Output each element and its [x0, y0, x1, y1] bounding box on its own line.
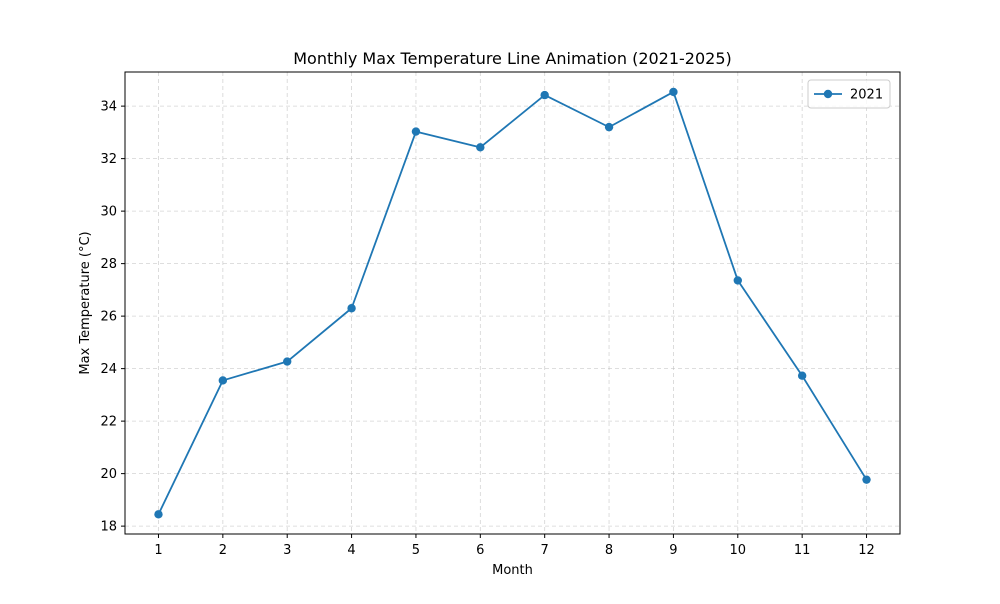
- data-point: [540, 90, 549, 100]
- y-tick-label: 24: [100, 362, 117, 377]
- data-point: [347, 304, 356, 313]
- x-tick-label: 4: [347, 543, 355, 558]
- x-tick-label: 5: [412, 543, 420, 558]
- data-point: [476, 143, 485, 152]
- x-tick-label: 1: [154, 543, 162, 558]
- y-tick-label: 22: [100, 415, 117, 430]
- data-point: [218, 376, 228, 385]
- x-tick-label: 2: [219, 543, 227, 558]
- data-point: [411, 127, 421, 136]
- x-tick-label: 11: [794, 543, 811, 558]
- y-tick-label: 26: [100, 310, 117, 325]
- y-tick-label: 20: [100, 467, 117, 482]
- data-point: [797, 371, 807, 380]
- x-tick-label: 3: [283, 543, 291, 558]
- x-tick-label: 9: [669, 543, 677, 558]
- y-tick-label: 18: [100, 520, 117, 535]
- data-point: [604, 122, 614, 132]
- series-line-2021: [157, 91, 868, 515]
- x-tick-label: 8: [605, 543, 613, 558]
- x-axis-label: Month: [492, 563, 533, 578]
- y-tick-label: 32: [100, 152, 117, 167]
- x-tick-label: 12: [858, 543, 875, 558]
- x-tick-label: 10: [730, 543, 747, 558]
- data-point: [154, 510, 163, 519]
- data-point: [669, 87, 678, 97]
- chart-title: Monthly Max Temperature Line Animation (…: [293, 49, 732, 68]
- data-point: [733, 276, 742, 285]
- y-tick-label: 30: [100, 205, 117, 220]
- legend-box: [807, 79, 891, 109]
- legend: 2021: [807, 79, 891, 109]
- x-tick-label: 6: [476, 543, 484, 558]
- y-axis-label: Max Temperature (°C): [78, 231, 93, 374]
- plot-frame: [124, 71, 901, 535]
- series-layer: [154, 87, 871, 519]
- y-tick-label: 28: [100, 257, 117, 272]
- data-point: [862, 475, 871, 484]
- legend-marker: [823, 89, 833, 99]
- y-tick-label: 34: [100, 100, 117, 115]
- legend-label: 2021: [850, 88, 883, 103]
- x-tick-label: 7: [541, 543, 549, 558]
- data-point: [283, 357, 292, 366]
- grid-lines: [125, 72, 900, 534]
